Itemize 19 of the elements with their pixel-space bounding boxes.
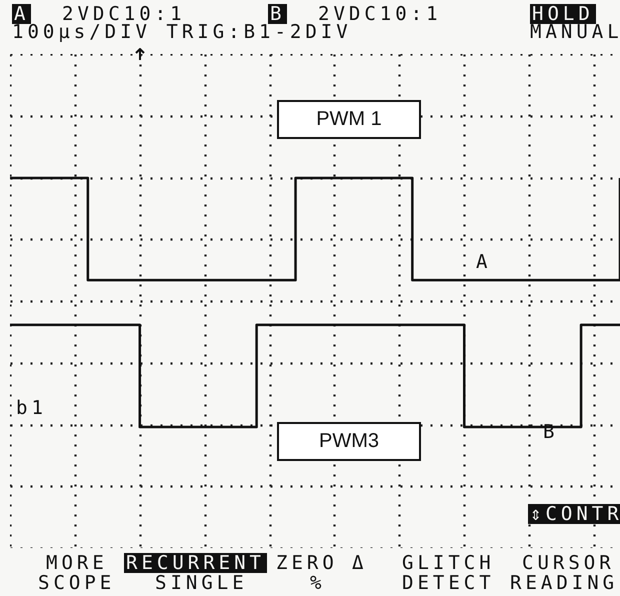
text: SCOPE bbox=[38, 572, 116, 594]
text: A bbox=[12, 3, 32, 25]
text: CURSOR bbox=[522, 552, 615, 574]
text: Δ bbox=[352, 552, 368, 574]
text: READING bbox=[510, 572, 618, 594]
text: SINGLE bbox=[155, 572, 248, 594]
text: PWM3 bbox=[277, 422, 421, 461]
text: DETECT bbox=[402, 572, 495, 594]
text: PWM 1 bbox=[277, 100, 421, 139]
text: ⇕CONTR bbox=[528, 503, 620, 525]
text: RECURRENT bbox=[124, 552, 267, 574]
text: % bbox=[310, 572, 326, 594]
text: MORE bbox=[46, 552, 108, 574]
text: GLITCH bbox=[402, 552, 495, 574]
text: B bbox=[268, 3, 288, 25]
annotation: A bbox=[476, 251, 492, 273]
annotation: b1 bbox=[16, 397, 47, 419]
text: HOLD bbox=[530, 3, 596, 25]
text: ZERO bbox=[276, 552, 338, 574]
